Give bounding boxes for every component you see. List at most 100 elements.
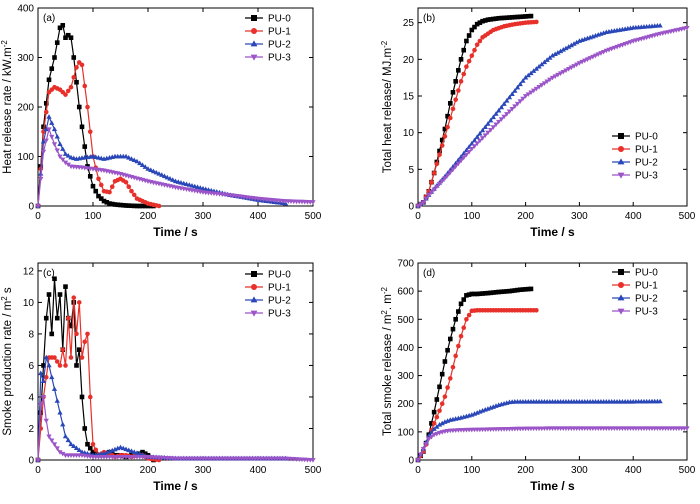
- legend-marker: [251, 284, 257, 290]
- data-point: [159, 172, 165, 177]
- data-point: [46, 362, 52, 368]
- y-tick-label: 300: [397, 371, 414, 382]
- data-point: [118, 202, 123, 208]
- data-point: [485, 17, 491, 23]
- x-axis-title: Time / s: [153, 225, 198, 239]
- data-point: [65, 437, 71, 443]
- y-tick-label: 0: [408, 456, 414, 467]
- data-point: [63, 35, 68, 40]
- x-tick-label: 200: [517, 465, 534, 476]
- data-point: [104, 199, 110, 205]
- legend-label: PU-2: [268, 296, 291, 307]
- data-point: [541, 59, 548, 65]
- series-pu-1: [35, 60, 162, 209]
- y-tick-label: 4: [28, 392, 34, 403]
- y-tick-label: 6: [28, 361, 34, 372]
- legend-item: PU-1: [612, 281, 658, 292]
- data-point: [480, 18, 485, 24]
- data-point: [115, 202, 121, 208]
- data-point: [71, 75, 77, 80]
- y-axis-title-text: Total heat release/ MJ.m: [382, 48, 394, 173]
- data-point: [434, 161, 440, 167]
- y-tick-label: 15: [403, 92, 415, 103]
- data-point: [512, 288, 518, 293]
- data-point: [445, 113, 450, 119]
- panel-label: (b): [423, 13, 435, 24]
- data-point: [434, 414, 440, 420]
- data-point: [453, 164, 459, 170]
- data-point: [437, 148, 442, 154]
- x-tick-label: 400: [625, 465, 642, 476]
- y-tick-label: 8: [28, 329, 34, 340]
- data-point: [504, 289, 510, 294]
- data-point: [523, 287, 528, 292]
- x-axis-title: Time / s: [530, 225, 575, 239]
- data-point: [418, 452, 424, 458]
- data-point: [450, 106, 456, 112]
- data-point: [82, 339, 88, 345]
- data-point: [65, 315, 71, 321]
- data-point: [447, 336, 453, 342]
- data-point: [139, 162, 146, 168]
- data-point: [439, 179, 445, 184]
- data-point: [437, 384, 442, 390]
- data-point: [479, 127, 486, 133]
- data-point: [445, 385, 450, 390]
- data-point: [501, 114, 507, 120]
- y-tick-label: 20: [403, 55, 415, 66]
- data-point: [469, 291, 475, 297]
- legend-label: PU-3: [635, 307, 658, 318]
- y-tick-label: 100: [17, 152, 34, 163]
- legend-marker: [617, 294, 625, 301]
- series-pu-1: [415, 19, 539, 209]
- data-point: [126, 154, 132, 160]
- data-point: [60, 421, 66, 427]
- data-point: [477, 138, 483, 144]
- data-point: [43, 138, 49, 144]
- data-point: [496, 119, 502, 125]
- legend-label: PU-3: [268, 53, 291, 64]
- data-point: [65, 32, 71, 38]
- data-point: [90, 449, 96, 455]
- data-point: [41, 363, 46, 368]
- data-point: [109, 201, 115, 207]
- legend-label: PU-1: [635, 145, 658, 156]
- data-point: [40, 138, 47, 144]
- data-point: [43, 354, 49, 360]
- data-point: [65, 162, 71, 168]
- data-point: [76, 347, 82, 352]
- data-point: [109, 184, 115, 189]
- data-point: [140, 449, 145, 455]
- x-tick-label: 300: [571, 465, 588, 476]
- data-point: [480, 291, 485, 296]
- data-point: [563, 68, 569, 74]
- data-point: [555, 72, 561, 78]
- x-tick-label: 0: [35, 211, 41, 222]
- data-point: [71, 443, 77, 449]
- data-point: [464, 293, 469, 298]
- series-line: [417, 21, 537, 207]
- y-tick-label: 0: [28, 202, 34, 213]
- data-point: [62, 160, 69, 166]
- data-point: [142, 164, 148, 169]
- data-point: [54, 133, 60, 139]
- x-tick-label: 500: [679, 465, 696, 476]
- series-line: [37, 357, 286, 461]
- legend-item: PU-1: [245, 283, 291, 294]
- data-point: [38, 176, 44, 182]
- data-point: [509, 106, 515, 112]
- data-point: [137, 160, 143, 166]
- y-tick-label: 600: [397, 287, 414, 298]
- legend-marker: [250, 296, 258, 303]
- legend-marker: [618, 146, 624, 152]
- series-pu-3: [35, 127, 316, 209]
- series-pu-2: [35, 114, 289, 208]
- y-tick-label: 12: [23, 266, 35, 277]
- y-tick-label: 10: [23, 298, 35, 309]
- data-point: [439, 371, 445, 377]
- x-tick-label: 0: [415, 211, 421, 222]
- panel-label: (c): [43, 268, 55, 279]
- data-point: [74, 363, 79, 368]
- data-point: [472, 47, 477, 53]
- y-tick-label: 200: [397, 399, 414, 410]
